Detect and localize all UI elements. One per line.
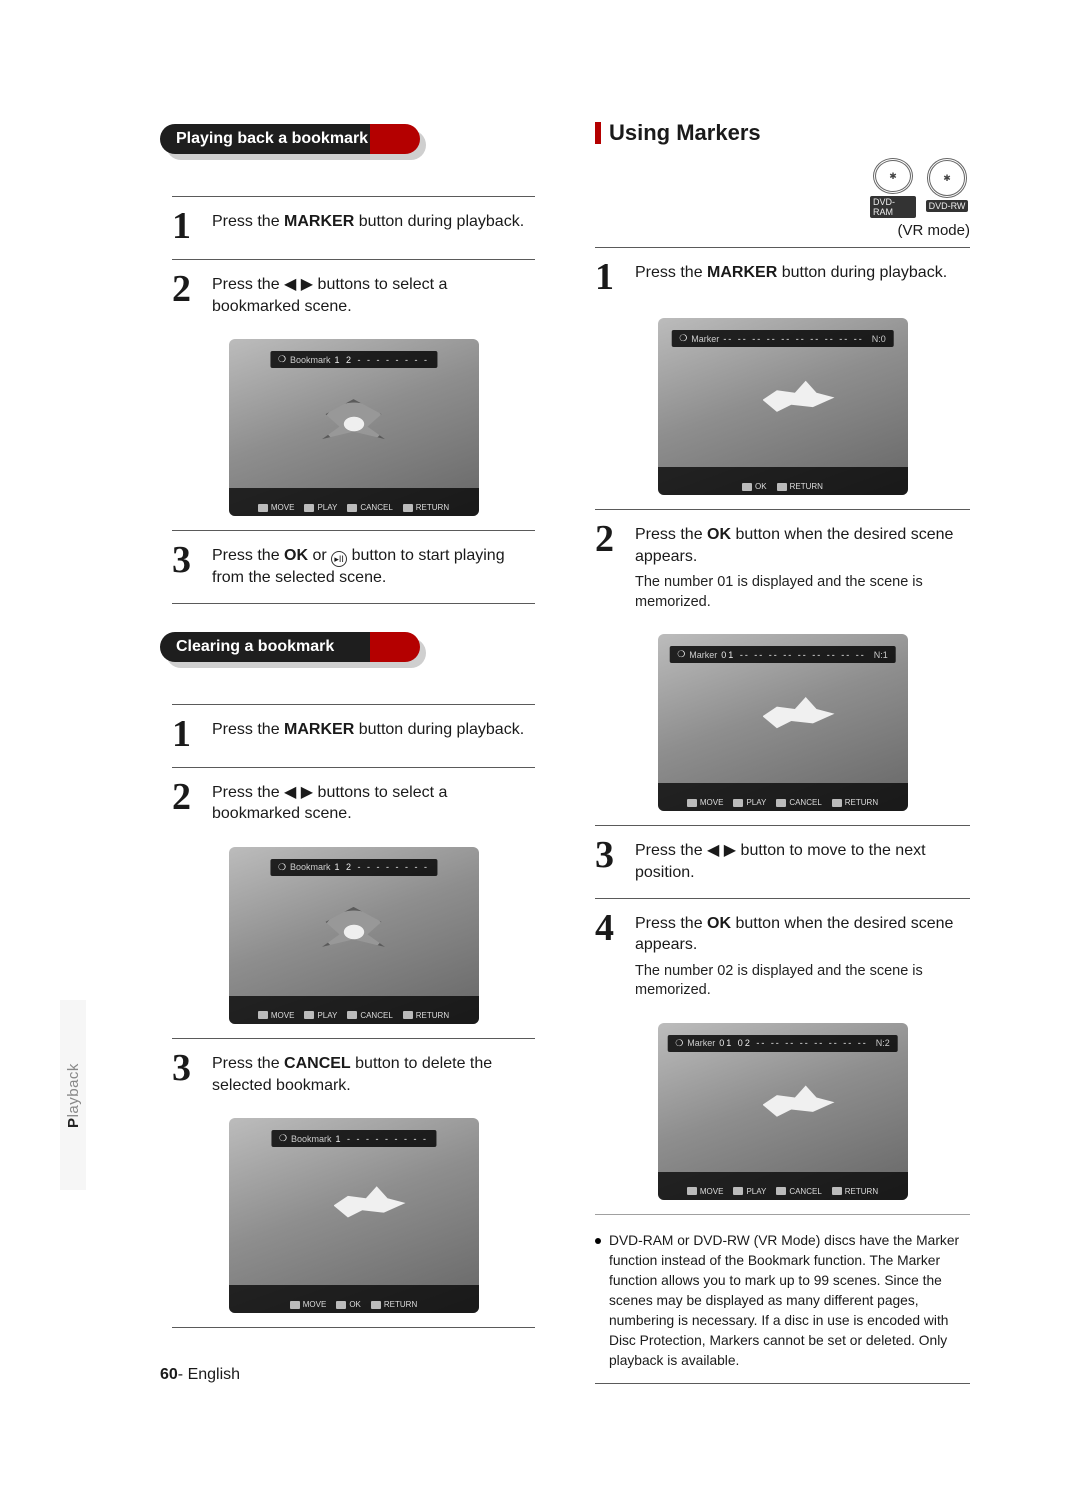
- marker-icon: ❍: [679, 333, 687, 344]
- heading-using-markers: Using Markers: [595, 120, 970, 146]
- step-text: Press the MARKER button during playback.: [635, 258, 947, 284]
- marker-icon: ❍: [677, 649, 685, 660]
- marker-icon: ❍: [675, 1038, 683, 1049]
- step-play-2: 2 Press the ◀ ▶ buttons to select a book…: [172, 260, 535, 331]
- step-text: Press the OK button when the desired sce…: [635, 909, 970, 1001]
- overlay-bar: ❍ Marker -- -- -- -- -- -- -- -- -- -- N…: [671, 330, 894, 347]
- screenshot-bookmark-1-after-clear: ❍ Bookmark 1 - - - - - - - - - MOVE OK R…: [229, 1118, 479, 1313]
- overlay-bar: ❍ Bookmark 1 2 - - - - - - - -: [270, 351, 437, 368]
- step-number: 3: [172, 1049, 212, 1087]
- step-text: Press the OK button when the desired sce…: [635, 520, 970, 612]
- pill-playing-back-bookmark: Playing back a bookmark: [160, 124, 535, 158]
- step-marker-4: 4 Press the OK button when the desired s…: [595, 899, 970, 1015]
- step-text: Press the CANCEL button to delete the se…: [212, 1049, 535, 1096]
- step-play-1: 1 Press the MARKER button during playbac…: [172, 197, 535, 259]
- pill-clearing-bookmark: Clearing a bookmark: [160, 632, 535, 666]
- footer-language: English: [188, 1366, 240, 1383]
- disc-dvd-ram-icon: ✱ DVD-RAM: [870, 158, 916, 218]
- step-text: Press the MARKER button during playback.: [212, 207, 524, 233]
- screenshot-marker-n1: ❍ Marker 01 -- -- -- -- -- -- -- -- -- N…: [658, 634, 908, 811]
- step-number: 1: [172, 715, 212, 753]
- step-text: Press the MARKER button during playback.: [212, 715, 524, 741]
- pill-label: Clearing a bookmark: [160, 632, 370, 662]
- disc-type-icons: ✱ DVD-RAM ✱ DVD-RW: [595, 158, 970, 218]
- step-marker-2: 2 Press the OK button when the desired s…: [595, 510, 970, 626]
- step-number: 3: [595, 836, 635, 874]
- step-number: 4: [595, 909, 635, 947]
- left-column: Playing back a bookmark 1 Press the MARK…: [160, 120, 535, 1384]
- step-marker-1: 1 Press the MARKER button during playbac…: [595, 248, 970, 310]
- marker-note: DVD-RAM or DVD-RW (VR Mode) discs have t…: [595, 1215, 970, 1371]
- overlay-bottom: MOVE PLAY CANCEL RETURN: [658, 1187, 908, 1196]
- pill-accent: [370, 124, 420, 154]
- heading-text: Using Markers: [609, 120, 761, 146]
- screenshot-bookmark-12-clear: ❍ Bookmark 1 2 - - - - - - - - MOVE PLAY…: [229, 847, 479, 1024]
- page-number: 60: [160, 1366, 178, 1383]
- overlay-bar: ❍ Bookmark 1 - - - - - - - - -: [271, 1130, 436, 1147]
- overlay-bottom: MOVE PLAY CANCEL RETURN: [229, 1011, 479, 1020]
- step-text: Press the ◀ ▶ buttons to select a bookma…: [212, 270, 535, 317]
- disc-dvd-rw-icon: ✱ DVD-RW: [924, 158, 970, 218]
- step-text: Press the ◀ ▶ buttons to select a bookma…: [212, 778, 535, 825]
- step-number: 1: [595, 258, 635, 296]
- pill-label: Playing back a bookmark: [160, 124, 370, 154]
- step-number: 1: [172, 207, 212, 245]
- page-footer: 60- English: [160, 1366, 240, 1384]
- step-subtext: The number 02 is displayed and the scene…: [635, 962, 970, 1001]
- overlay-bar: ❍ Marker 01 02 -- -- -- -- -- -- -- -- N…: [667, 1035, 898, 1052]
- step-clear-3: 3 Press the CANCEL button to delete the …: [172, 1039, 535, 1110]
- step-play-3: 3 Press the OK or ▸II button to start pl…: [172, 531, 535, 603]
- screenshot-bookmark-12-play: ❍ Bookmark 1 2 - - - - - - - - MOVE PLAY…: [229, 339, 479, 516]
- step-clear-1: 1 Press the MARKER button during playbac…: [172, 705, 535, 767]
- screenshot-marker-n0: ❍ Marker -- -- -- -- -- -- -- -- -- -- N…: [658, 318, 908, 495]
- step-text: Press the ◀ ▶ button to move to the next…: [635, 836, 970, 883]
- bullet-icon: [595, 1238, 601, 1244]
- step-clear-2: 2 Press the ◀ ▶ buttons to select a book…: [172, 768, 535, 839]
- overlay-bottom: MOVE OK RETURN: [229, 1300, 479, 1309]
- overlay-bottom: MOVE PLAY CANCEL RETURN: [658, 798, 908, 807]
- screenshot-marker-n2: ❍ Marker 01 02 -- -- -- -- -- -- -- -- N…: [658, 1023, 908, 1200]
- vr-mode-note: (VR mode): [595, 222, 970, 239]
- step-number: 2: [172, 778, 212, 816]
- overlay-bottom: OK RETURN: [658, 482, 908, 491]
- bookmark-icon: ❍: [278, 354, 286, 365]
- right-column: Using Markers ✱ DVD-RAM ✱ DVD-RW (VR mod…: [595, 120, 970, 1384]
- pill-accent: [370, 632, 420, 662]
- overlay-bar: ❍ Marker 01 -- -- -- -- -- -- -- -- -- N…: [669, 646, 896, 663]
- overlay-bottom: MOVE PLAY CANCEL RETURN: [229, 503, 479, 512]
- step-number: 3: [172, 541, 212, 579]
- overlay-bar: ❍ Bookmark 1 2 - - - - - - - -: [270, 859, 437, 876]
- play-pause-icon: ▸II: [331, 551, 347, 567]
- step-marker-3: 3 Press the ◀ ▶ button to move to the ne…: [595, 826, 970, 897]
- step-number: 2: [595, 520, 635, 558]
- step-number: 2: [172, 270, 212, 308]
- heading-accent-bar: [595, 122, 601, 144]
- step-text: Press the OK or ▸II button to start play…: [212, 541, 535, 589]
- bookmark-icon: ❍: [279, 1133, 287, 1144]
- note-text: DVD-RAM or DVD-RW (VR Mode) discs have t…: [609, 1231, 970, 1371]
- step-subtext: The number 01 is displayed and the scene…: [635, 573, 970, 612]
- bookmark-icon: ❍: [278, 862, 286, 873]
